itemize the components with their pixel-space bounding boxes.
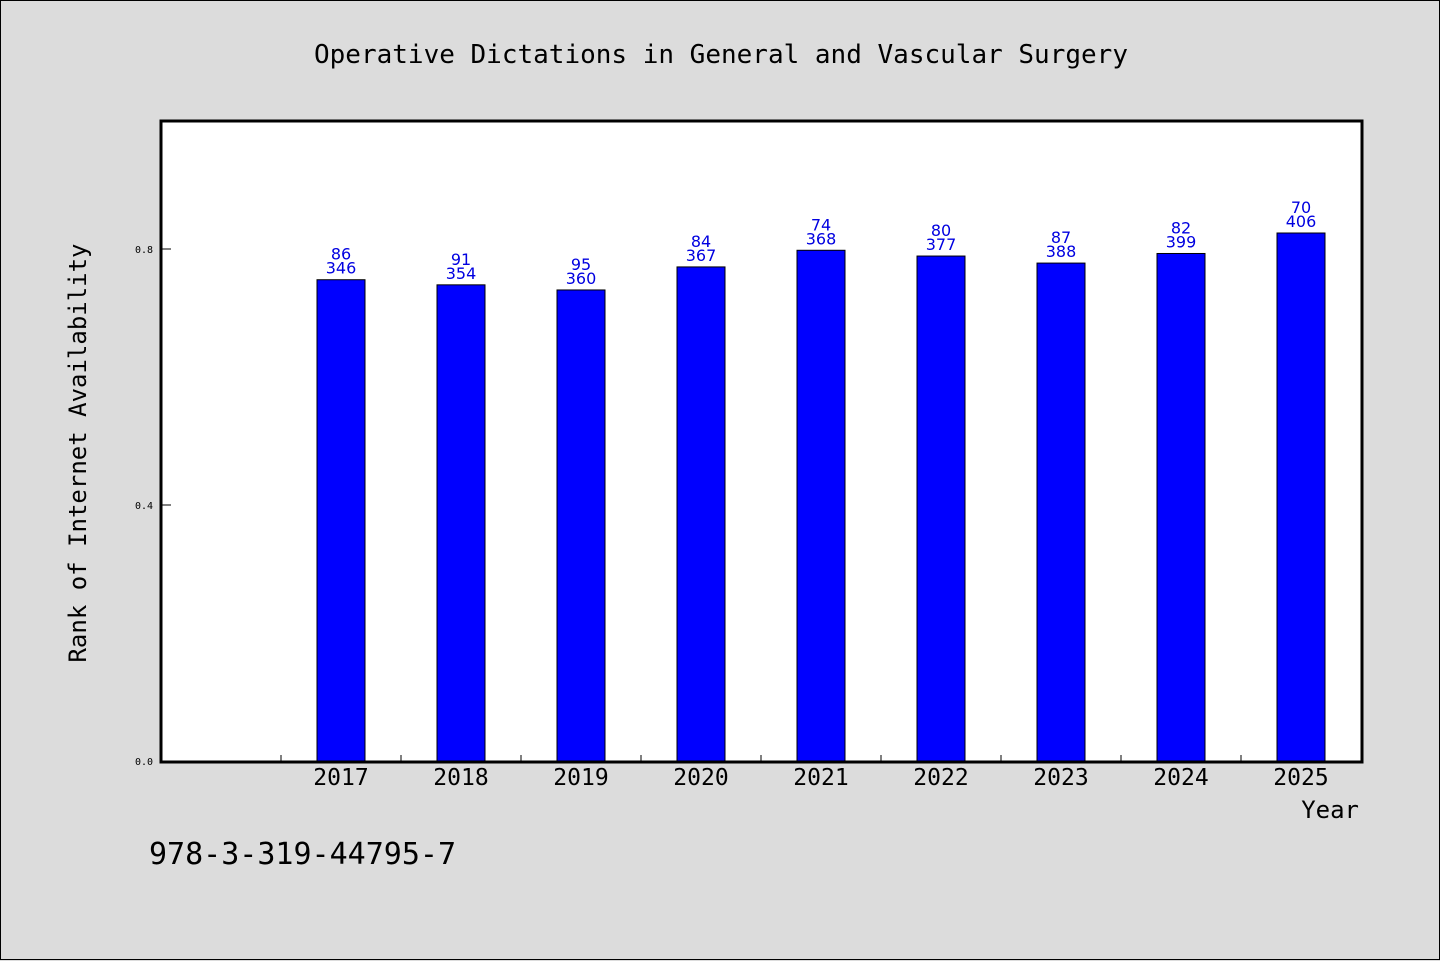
x-tick-label-2018: 2018 xyxy=(433,765,488,791)
y-tick-label-0.4: 0.4 xyxy=(135,501,153,512)
data-label-bottom-2020: 367 xyxy=(686,246,717,265)
footer-isbn: 978-3-319-44795-7 xyxy=(149,837,456,872)
data-label-bottom-2017: 346 xyxy=(326,259,357,278)
bar-2023 xyxy=(1036,262,1086,762)
y-axis-label: Rank of Internet Availability xyxy=(64,243,92,662)
data-label-top-2020: 84 xyxy=(691,232,711,251)
data-label-bottom-2024: 399 xyxy=(1166,232,1197,251)
bar-2025 xyxy=(1276,232,1326,762)
x-tick-label-2017: 2017 xyxy=(313,765,368,791)
bar-2017 xyxy=(316,279,366,762)
x-tick-label-2023: 2023 xyxy=(1033,765,1088,791)
bar-2020 xyxy=(676,266,726,762)
data-label-bottom-2018: 354 xyxy=(446,264,477,283)
chart-title: Operative Dictations in General and Vasc… xyxy=(314,40,1128,70)
bar-2021 xyxy=(796,249,846,762)
y-tick-label-0.8: 0.8 xyxy=(135,245,153,256)
bar-2022 xyxy=(916,255,966,762)
data-label-top-2021: 74 xyxy=(811,215,831,234)
data-label-top-2025: 70 xyxy=(1291,198,1311,217)
plot-border xyxy=(159,119,1364,764)
bar-2018 xyxy=(436,284,486,762)
data-label-bottom-2021: 368 xyxy=(806,229,837,248)
data-label-bottom-2023: 388 xyxy=(1046,242,1077,261)
data-label-top-2018: 91 xyxy=(451,250,471,269)
data-label-top-2024: 82 xyxy=(1171,218,1191,237)
data-label-bottom-2019: 360 xyxy=(566,269,597,288)
data-label-bottom-2025: 406 xyxy=(1286,212,1317,231)
x-tick-label-2024: 2024 xyxy=(1153,765,1208,791)
x-tick-label-2022: 2022 xyxy=(913,765,968,791)
bar-2019 xyxy=(556,289,606,762)
x-tick-label-2019: 2019 xyxy=(553,765,608,791)
data-label-top-2017: 86 xyxy=(331,245,351,264)
data-label-bottom-2022: 377 xyxy=(926,235,957,254)
x-tick-label-2021: 2021 xyxy=(793,765,848,791)
bar-2024 xyxy=(1156,252,1206,762)
data-label-top-2019: 95 xyxy=(571,255,591,274)
data-label-top-2022: 80 xyxy=(931,221,951,240)
x-axis-label: Year xyxy=(1301,796,1359,824)
y-tick-label-0.0: 0.0 xyxy=(135,757,153,768)
x-tick-label-2025: 2025 xyxy=(1273,765,1328,791)
data-label-top-2023: 87 xyxy=(1051,228,1071,247)
x-tick-label-2020: 2020 xyxy=(673,765,728,791)
